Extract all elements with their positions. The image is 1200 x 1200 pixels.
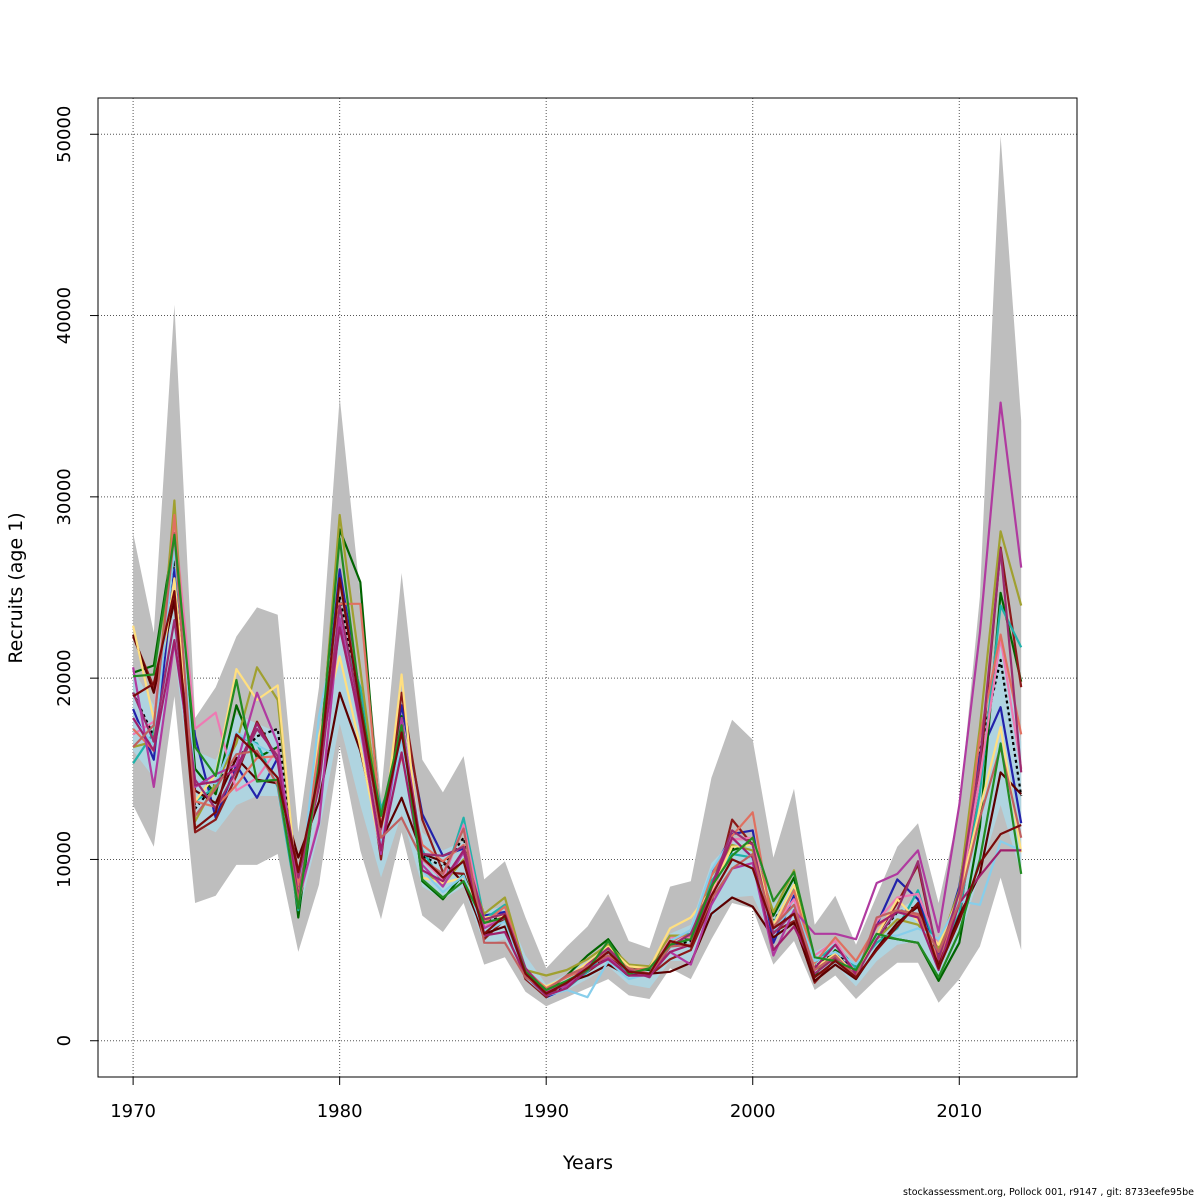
footer-credit: stockassessment.org, Pollock 001, r9147 … [903, 1187, 1194, 1198]
series-line [132, 626, 1022, 997]
x-tick-label: 1980 [317, 1101, 363, 1122]
y-tick-label: 10000 [54, 831, 75, 888]
y-axis-title: Recruits (age 1) [5, 512, 27, 663]
series-line [132, 559, 1023, 995]
y-tick-label: 50000 [54, 106, 75, 163]
plot-frame [97, 97, 1078, 1078]
x-axis-title: Years [562, 1152, 613, 1174]
confidence-bands [133, 136, 1022, 1007]
y-axis: 0 10000 20000 30000 40000 50000 [54, 106, 98, 1046]
x-tick-label: 2010 [936, 1101, 982, 1122]
x-axis: 1970 1980 1990 2000 2010 [110, 1077, 982, 1122]
x-tick-label: 1990 [523, 1101, 569, 1122]
y-tick-label: 20000 [54, 649, 75, 706]
confidence-band-outer [133, 136, 1022, 1007]
x-tick-label: 2000 [730, 1101, 776, 1122]
x-tick-label: 1970 [110, 1101, 156, 1122]
y-tick-label: 40000 [54, 287, 75, 344]
series-line [132, 577, 1022, 995]
y-tick-label: 0 [54, 1035, 75, 1046]
series-lines [132, 401, 1023, 999]
y-tick-label: 30000 [54, 468, 75, 525]
